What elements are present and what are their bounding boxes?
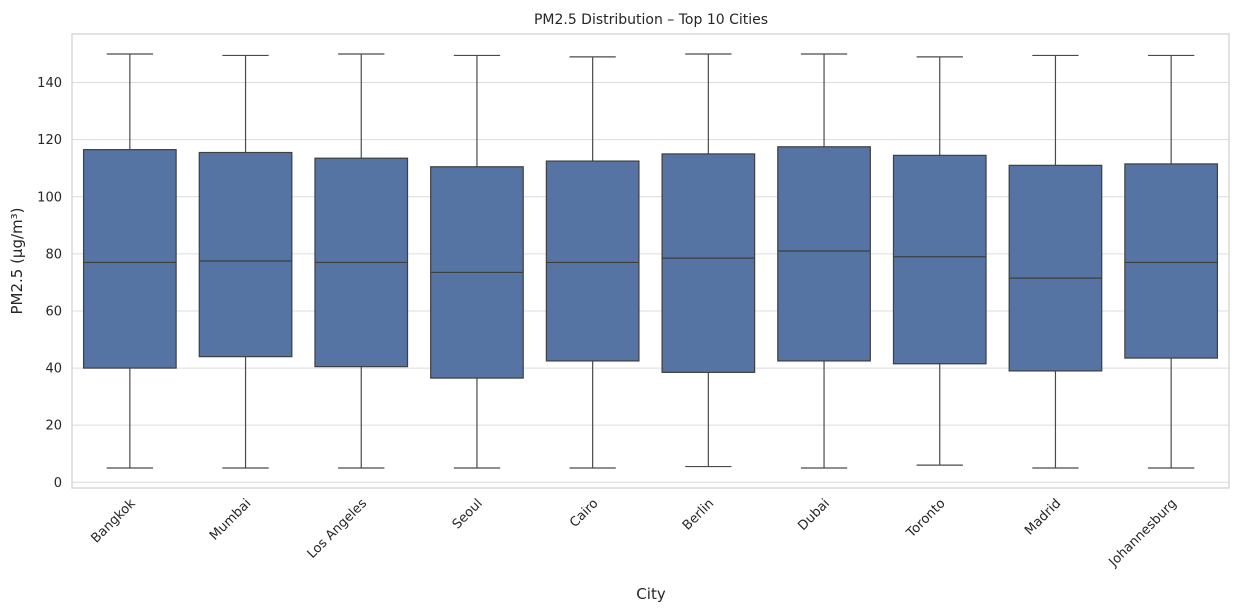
y-tick-label: 140 xyxy=(37,76,62,91)
box-dubai xyxy=(777,53,871,469)
x-tick-label: Madrid xyxy=(1022,496,1064,538)
box-toronto xyxy=(892,56,987,466)
x-tick-label: Bangkok xyxy=(89,496,139,546)
box-mumbai xyxy=(198,54,293,469)
chart-title: PM2.5 Distribution – Top 10 Cities xyxy=(534,12,768,28)
iqr-box xyxy=(82,149,177,369)
y-tick-label: 20 xyxy=(45,419,62,434)
y-ticks: 0 20 40 60 80 100 120 140 xyxy=(37,76,62,491)
x-tick-label: Dubai xyxy=(795,496,833,534)
x-tick-label: Seoul xyxy=(450,496,486,532)
box-seoul xyxy=(430,54,524,469)
x-tick-label: Johannesburg xyxy=(1106,496,1180,570)
x-tick-label: Berlin xyxy=(680,496,717,533)
x-tick-label: Toronto xyxy=(903,496,948,541)
iqr-box xyxy=(198,151,293,358)
box-madrid xyxy=(1008,54,1103,469)
box-berlin xyxy=(661,53,756,468)
y-tick-label: 60 xyxy=(45,304,62,319)
box-bangkok xyxy=(82,53,177,469)
iqr-box xyxy=(661,153,756,373)
y-axis-label: PM2.5 (µg/m³) xyxy=(8,207,26,314)
y-tick-label: 80 xyxy=(45,247,62,262)
y-tick-label: 0 xyxy=(54,476,62,491)
box-johannesburg xyxy=(1124,54,1219,469)
box-los-angeles xyxy=(314,53,409,469)
x-ticks: Bangkok Mumbai Los Angeles Seoul Cairo Berlin… xyxy=(89,496,1180,571)
boxes xyxy=(82,53,1219,469)
y-tick-label: 100 xyxy=(37,190,62,205)
iqr-box xyxy=(1008,164,1103,372)
x-tick-label: Cairo xyxy=(567,496,601,530)
box-cairo xyxy=(545,56,640,469)
y-tick-label: 120 xyxy=(37,133,62,148)
plot-frame xyxy=(71,33,1230,489)
iqr-box xyxy=(1124,163,1219,359)
iqr-box xyxy=(892,154,987,365)
iqr-box xyxy=(777,146,871,362)
x-tick-label: Los Angeles xyxy=(305,496,371,562)
iqr-box xyxy=(545,160,640,362)
x-axis-label: City xyxy=(636,585,666,603)
x-tick-label: Mumbai xyxy=(207,496,254,543)
y-tick-label: 40 xyxy=(45,362,62,377)
